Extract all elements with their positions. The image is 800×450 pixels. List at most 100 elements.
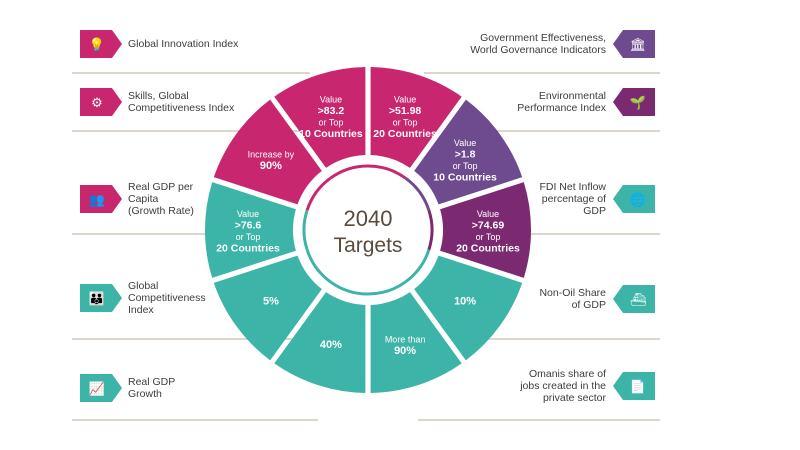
indicator-label-line: FDI Net Inflow bbox=[539, 181, 606, 193]
indicator-label: Real GDP per Capita (Growth Rate) bbox=[128, 181, 194, 217]
inner-ring-arc bbox=[404, 177, 431, 211]
segment-text: Value bbox=[454, 138, 476, 148]
indicator-label-line: percentage of bbox=[541, 193, 606, 205]
segment-text: 40% bbox=[320, 339, 342, 351]
svg-text:📈: 📈 bbox=[89, 381, 105, 396]
segment-shape bbox=[370, 67, 462, 168]
indicator-label-line: World Governance Indicators bbox=[470, 44, 606, 56]
segment-text: 90% bbox=[260, 160, 282, 172]
indicator-label-line: Performance Index bbox=[517, 102, 606, 114]
svg-text:⚙: ⚙ bbox=[91, 95, 103, 110]
indicator-label: Non-Oil Share of GDP bbox=[539, 287, 606, 311]
indicator-label: FDI Net Inflow percentage of GDP bbox=[539, 181, 606, 217]
segment-shape bbox=[204, 182, 296, 278]
indicator-label: Real GDP Growth bbox=[128, 376, 175, 400]
svg-text:💡: 💡 bbox=[89, 37, 105, 52]
indicator-label-line: Real GDP per bbox=[128, 181, 194, 193]
segment-text: 20 Countries bbox=[216, 242, 280, 254]
globe-icon: 🌐 bbox=[613, 185, 655, 213]
segment-text: 10 Countries bbox=[433, 172, 497, 184]
segment-text: >74.69 bbox=[472, 219, 505, 231]
segment-text: Value bbox=[394, 95, 416, 105]
svg-text:📄: 📄 bbox=[630, 379, 646, 394]
segment-text: >1.8 bbox=[455, 149, 476, 161]
indicator-label: Government Effectiveness, World Governanc… bbox=[470, 32, 606, 56]
indicator-label-line: Growth bbox=[128, 388, 162, 400]
segment-shape bbox=[414, 255, 523, 361]
indicator-label-line: jobs created in the bbox=[520, 380, 606, 392]
svg-text:🌱: 🌱 bbox=[630, 95, 646, 110]
segment-shape bbox=[274, 292, 366, 393]
people-chart-icon: 👥 bbox=[80, 185, 122, 213]
indicator-label: Environmental Performance Index bbox=[517, 90, 606, 114]
segment-text: or Top bbox=[318, 118, 343, 128]
lightbulb-icon: 💡 bbox=[80, 30, 122, 58]
segment-text: 5% bbox=[263, 296, 279, 308]
segment-text: Value bbox=[237, 209, 259, 219]
segment-text: Increase by bbox=[248, 150, 295, 160]
indicator-label-line: Competitiveness Index bbox=[128, 102, 235, 114]
indicator-label: Skills, Global Competitiveness Index bbox=[128, 90, 234, 114]
inner-ring-arc bbox=[367, 280, 407, 296]
indicator-label-line: Global Innovation Index bbox=[128, 38, 239, 50]
inner-ring-arc bbox=[305, 249, 332, 283]
ship-icon: ⛴ bbox=[613, 285, 655, 313]
inner-ring-arc bbox=[305, 177, 332, 211]
indicator-label-line: GDP bbox=[583, 205, 606, 217]
inner-ring-arc bbox=[329, 164, 369, 180]
segment-text: >51.98 bbox=[389, 105, 422, 117]
omanis-jobs-target-segment: 40% bbox=[274, 292, 366, 393]
government-icon: 🏛 bbox=[613, 30, 655, 58]
segment-text: More than bbox=[385, 334, 426, 344]
svg-text:🏛: 🏛 bbox=[630, 37, 647, 52]
document-icon: 📄 bbox=[613, 372, 655, 400]
inner-ring-arc bbox=[302, 209, 309, 251]
inner-ring-arc bbox=[329, 280, 369, 296]
skills-icon: ⚙ bbox=[80, 88, 122, 116]
plant-icon: 🌱 bbox=[613, 88, 655, 116]
segment-text: or Top bbox=[393, 118, 418, 128]
indicator-label-line: Environmental bbox=[538, 90, 606, 102]
svg-text:🌐: 🌐 bbox=[630, 192, 646, 207]
indicator-label-line: Omanis share of bbox=[528, 368, 606, 380]
indicator-label-line: Skills, Global bbox=[128, 90, 189, 102]
indicator-label-line: Government Effectiveness, bbox=[480, 32, 606, 44]
people-icon: 👪 bbox=[80, 284, 122, 312]
segment-text: or Top bbox=[476, 232, 501, 242]
inner-ring-arc bbox=[427, 209, 434, 251]
fdi-target-segment: 10% bbox=[414, 255, 523, 361]
segment-shape bbox=[213, 99, 322, 205]
svg-text:👥: 👥 bbox=[89, 192, 105, 207]
segment-text: Value bbox=[320, 95, 342, 105]
indicator-label-line: Global bbox=[128, 280, 159, 292]
segment-text: 20 Countries bbox=[456, 242, 520, 254]
segment-shape bbox=[370, 292, 462, 393]
center-title: Targets bbox=[334, 234, 403, 257]
indicator-label-line: Capita bbox=[128, 193, 159, 205]
indicator-label-line: (Growth Rate) bbox=[128, 205, 194, 217]
segment-text: 10% bbox=[454, 296, 476, 308]
indicator-label-line: Competitiveness bbox=[128, 292, 206, 304]
segment-shape bbox=[274, 67, 366, 168]
indicator-label-line: Real GDP bbox=[128, 376, 176, 388]
segment-shape bbox=[414, 99, 523, 205]
segment-shape bbox=[440, 182, 531, 278]
indicator-label-line: Index bbox=[128, 304, 154, 316]
svg-text:👪: 👪 bbox=[89, 291, 105, 306]
inner-ring-arc bbox=[404, 249, 431, 283]
indicator-label: Omanis share of jobs created in the privat… bbox=[520, 368, 606, 404]
segment-text: 10 Countries bbox=[299, 128, 363, 140]
indicator-label: Global Competitiveness Index bbox=[128, 280, 206, 316]
svg-text:⛴: ⛴ bbox=[630, 292, 647, 307]
segment-text: >76.6 bbox=[235, 219, 262, 231]
indicator-label: Global Innovation Index bbox=[128, 38, 238, 50]
